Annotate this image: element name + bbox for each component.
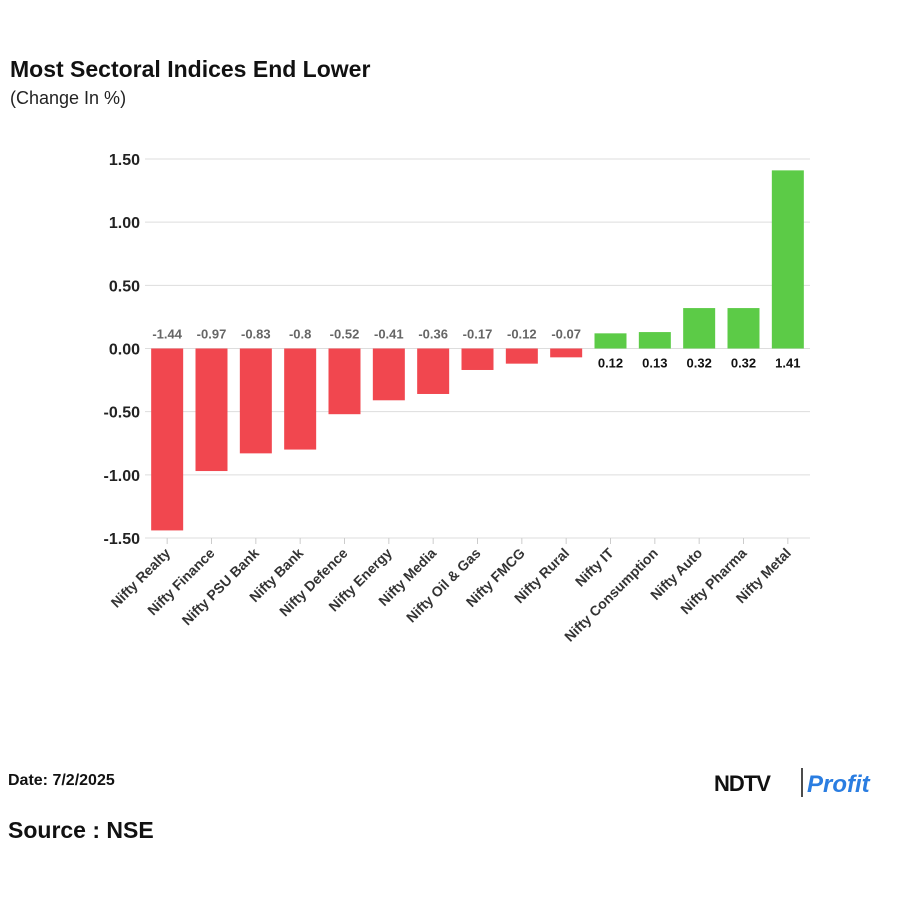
y-tick-label: 0.50 <box>109 278 140 295</box>
value-label: 1.41 <box>775 356 800 371</box>
value-label: 0.32 <box>687 356 712 371</box>
bar <box>638 332 671 349</box>
logo-product: Profit <box>807 771 871 798</box>
bar <box>771 170 804 349</box>
value-label: -0.07 <box>551 327 581 342</box>
source: Source : NSE <box>8 817 154 843</box>
y-tick-label: 0.00 <box>109 342 140 359</box>
x-tick-label: Nifty IT <box>572 544 617 589</box>
bar <box>239 348 272 454</box>
y-tick-label: 1.00 <box>109 215 140 232</box>
bar <box>550 348 583 358</box>
bar <box>594 333 627 349</box>
value-label: -0.8 <box>289 327 311 342</box>
bar <box>284 348 317 450</box>
value-label: 0.32 <box>731 356 756 371</box>
bar <box>195 348 228 472</box>
bar <box>328 348 361 415</box>
y-tick-label: -0.50 <box>104 405 141 422</box>
logo-brand: NDTV <box>714 771 771 796</box>
chart-title: Most Sectoral Indices End Lower <box>10 56 370 82</box>
value-label: 0.13 <box>642 356 667 371</box>
value-label: -0.36 <box>418 327 448 342</box>
value-label: -1.44 <box>152 327 182 342</box>
bar <box>151 348 184 531</box>
value-label: -0.17 <box>463 327 493 342</box>
bar <box>727 308 760 349</box>
value-label: 0.12 <box>598 356 623 371</box>
date: Date: 7/2/2025 <box>8 772 115 789</box>
value-label: -0.52 <box>330 327 360 342</box>
value-label: -0.83 <box>241 327 271 342</box>
bar <box>505 348 538 364</box>
bar <box>683 308 716 349</box>
value-label: -0.41 <box>374 327 404 342</box>
y-tick-label: -1.00 <box>104 468 141 485</box>
y-tick-label: -1.50 <box>104 531 141 548</box>
bar <box>461 348 494 370</box>
chart-subtitle: (Change In %) <box>10 88 126 108</box>
value-label: -0.12 <box>507 327 537 342</box>
x-tick-label: Nifty PSU Bank <box>179 545 263 629</box>
value-label: -0.97 <box>197 327 227 342</box>
bar <box>417 348 450 394</box>
y-tick-label: 1.50 <box>109 152 140 169</box>
bar <box>372 348 405 401</box>
